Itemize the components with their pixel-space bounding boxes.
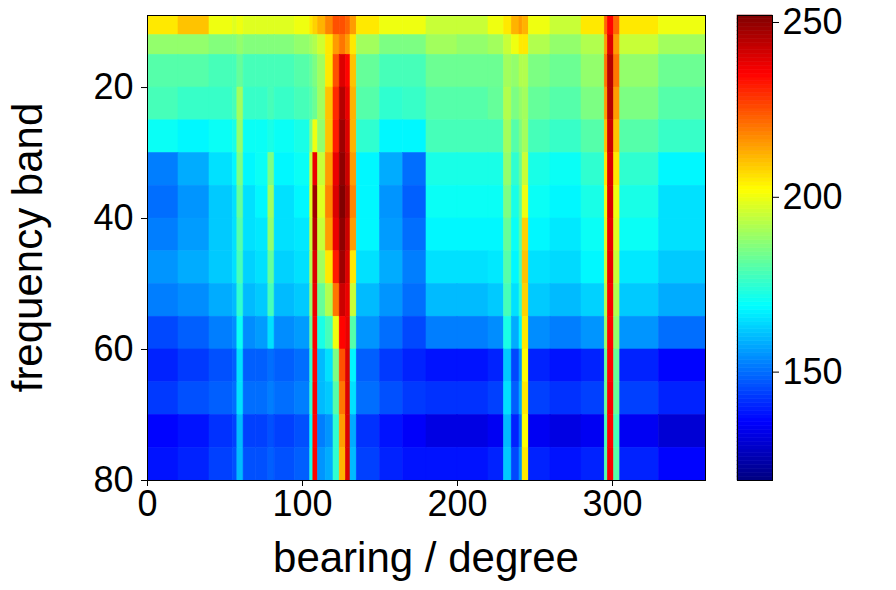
svg-text:60: 60 <box>93 328 133 369</box>
svg-text:40: 40 <box>93 197 133 238</box>
svg-text:200: 200 <box>783 176 843 217</box>
svg-text:200: 200 <box>427 483 487 524</box>
svg-text:0: 0 <box>137 483 157 524</box>
svg-text:150: 150 <box>783 351 843 392</box>
svg-text:bearing / degree: bearing / degree <box>273 534 579 581</box>
svg-text:250: 250 <box>783 1 843 42</box>
svg-text:300: 300 <box>582 483 642 524</box>
svg-text:100: 100 <box>272 483 332 524</box>
svg-text:20: 20 <box>93 66 133 107</box>
svg-text:frequency band: frequency band <box>4 103 51 393</box>
svg-text:80: 80 <box>93 459 133 500</box>
